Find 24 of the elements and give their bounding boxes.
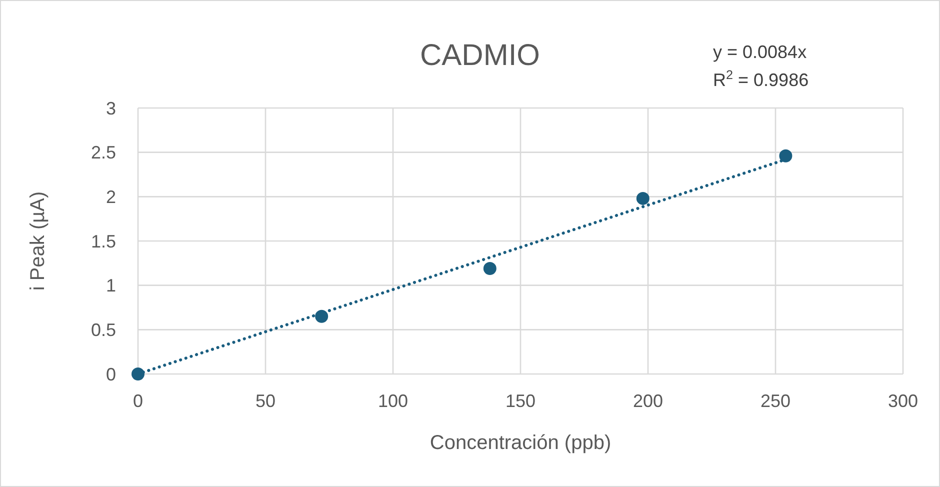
y-tick-label: 0 [106, 364, 116, 384]
y-tick-label: 0.5 [90, 320, 116, 340]
y-tick-label: 3 [106, 98, 116, 118]
point [636, 192, 650, 205]
x-tick-label: 50 [255, 391, 276, 411]
x-tick-label: 100 [378, 391, 408, 411]
x-tick-label: 250 [760, 391, 791, 411]
y-tick-label: 1 [106, 276, 116, 296]
y-axis-title: i Peak (µA) [27, 191, 49, 291]
text: y = 0.0084x [713, 42, 807, 62]
x-tick-label: 150 [505, 391, 536, 411]
x-tick-label: 0 [132, 391, 144, 411]
point [132, 368, 144, 380]
text: R$^{2}$ = 0.9986 [713, 68, 809, 90]
y-tick-label: 2 [106, 186, 116, 207]
x-tick-label: 200 [632, 391, 664, 411]
point [483, 262, 496, 275]
x-axis-title: Concentración (ppb) [430, 432, 612, 454]
y-tick-label: 2.5 [90, 142, 116, 163]
x-tick-label: 300 [888, 391, 918, 411]
y-tick-label: 1.5 [90, 231, 116, 252]
chart-title: CADMIO [420, 39, 540, 72]
point [315, 310, 328, 323]
point [779, 149, 792, 162]
